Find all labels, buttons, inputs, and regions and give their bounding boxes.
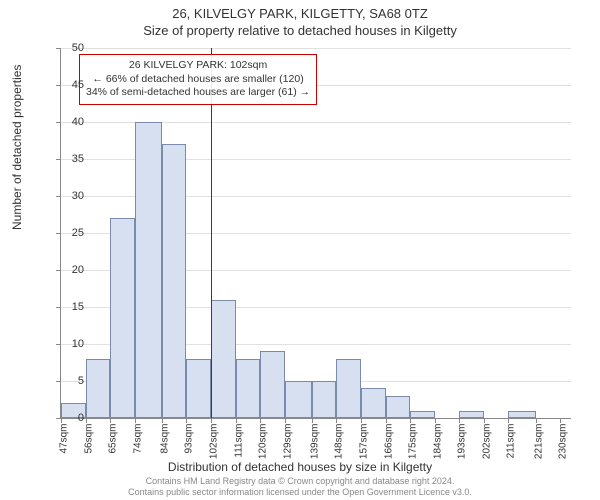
- xtick-mark: [386, 418, 387, 423]
- ytick-label: 40: [54, 116, 84, 128]
- xtick-mark: [186, 418, 187, 423]
- chart-container: 26, KILVELGY PARK, KILGETTY, SA68 0TZ Si…: [0, 0, 600, 500]
- histogram-bar: [86, 359, 111, 418]
- histogram-bar: [186, 359, 211, 418]
- title-address: 26, KILVELGY PARK, KILGETTY, SA68 0TZ: [0, 0, 600, 21]
- annotation-box: 26 KILVELGY PARK: 102sqm← 66% of detache…: [79, 54, 317, 105]
- xtick-mark: [110, 418, 111, 423]
- annotation-line1: 26 KILVELGY PARK: 102sqm: [86, 59, 310, 73]
- ytick-label: 30: [54, 190, 84, 202]
- footer-line2: Contains public sector information licen…: [128, 487, 472, 497]
- ytick-label: 20: [54, 264, 84, 276]
- footer-attribution: Contains HM Land Registry data © Crown c…: [0, 476, 600, 498]
- xtick-mark: [162, 418, 163, 423]
- xtick-mark: [236, 418, 237, 423]
- title-subtitle: Size of property relative to detached ho…: [0, 21, 600, 38]
- y-axis-label: Number of detached properties: [10, 65, 24, 230]
- histogram-bar: [135, 122, 162, 418]
- histogram-bar: [285, 381, 312, 418]
- annotation-line3: 34% of semi-detached houses are larger (…: [86, 86, 310, 100]
- histogram-bar: [110, 218, 135, 418]
- footer-line1: Contains HM Land Registry data © Crown c…: [146, 476, 455, 486]
- ytick-label: 15: [54, 301, 84, 313]
- x-axis-label: Distribution of detached houses by size …: [0, 460, 600, 474]
- xtick-mark: [312, 418, 313, 423]
- histogram-bar: [386, 396, 411, 418]
- xtick-mark: [435, 418, 436, 423]
- annotation-line2: ← 66% of detached houses are smaller (12…: [86, 73, 310, 87]
- xtick-mark: [508, 418, 509, 423]
- ytick-label: 10: [54, 338, 84, 350]
- histogram-bar: [211, 300, 236, 418]
- histogram-bar: [361, 388, 386, 418]
- xtick-mark: [260, 418, 261, 423]
- histogram-bar: [336, 359, 361, 418]
- histogram-bar: [260, 351, 285, 418]
- ytick-label: 0: [54, 412, 84, 424]
- histogram-bar: [312, 381, 337, 418]
- ytick-label: 35: [54, 153, 84, 165]
- histogram-bar: [410, 411, 435, 418]
- xtick-mark: [560, 418, 561, 423]
- ytick-label: 25: [54, 227, 84, 239]
- xtick-mark: [459, 418, 460, 423]
- histogram-bar: [162, 144, 187, 418]
- ytick-label: 50: [54, 42, 84, 54]
- xtick-mark: [536, 418, 537, 423]
- plot: 26 KILVELGY PARK: 102sqm← 66% of detache…: [60, 48, 571, 419]
- xtick-mark: [86, 418, 87, 423]
- grid-line: [61, 48, 571, 49]
- ytick-label: 45: [54, 79, 84, 91]
- histogram-bar: [236, 359, 261, 418]
- ytick-label: 5: [54, 375, 84, 387]
- histogram-bar: [508, 411, 535, 418]
- xtick-mark: [410, 418, 411, 423]
- xtick-mark: [336, 418, 337, 423]
- xtick-mark: [285, 418, 286, 423]
- xtick-mark: [361, 418, 362, 423]
- histogram-bar: [459, 411, 484, 418]
- xtick-mark: [135, 418, 136, 423]
- xtick-mark: [484, 418, 485, 423]
- xtick-mark: [211, 418, 212, 423]
- plot-area: 26 KILVELGY PARK: 102sqm← 66% of detache…: [60, 48, 570, 418]
